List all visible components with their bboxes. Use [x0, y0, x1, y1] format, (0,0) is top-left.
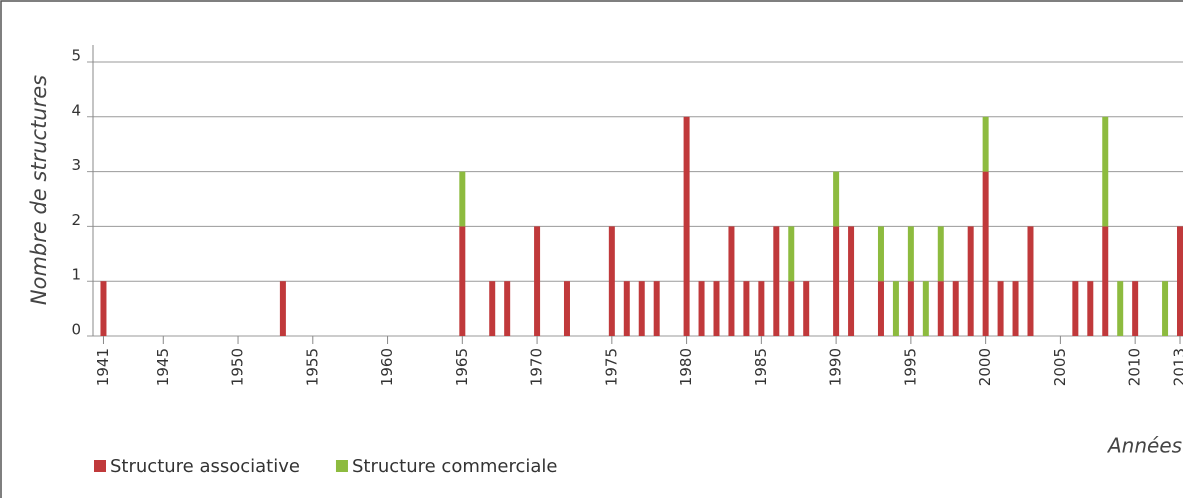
bar: [623, 281, 630, 336]
bar: [1117, 281, 1124, 336]
bar: [100, 281, 107, 336]
legend-swatch: [335, 460, 348, 472]
bar: [563, 281, 570, 336]
x-tick-label: 1960: [378, 348, 396, 386]
bar: [608, 226, 615, 336]
bar: [1012, 281, 1019, 336]
y-axis-label: Nombre de structures: [27, 75, 51, 305]
bar: [653, 281, 660, 336]
x-tick-label: 1945: [154, 348, 172, 386]
bar: [1177, 226, 1183, 336]
bar: [907, 226, 914, 282]
x-tick-label: 1990: [827, 348, 845, 386]
legend-label: Structure commerciale: [352, 456, 558, 477]
legend-swatch: [94, 460, 106, 472]
bar: [489, 281, 496, 336]
y-tick-label: 1: [71, 266, 81, 284]
bar: [1102, 116, 1109, 227]
x-tick-label: 1941: [94, 348, 112, 386]
y-tick-label: 4: [71, 101, 81, 119]
bar: [1087, 281, 1094, 336]
bar: [833, 171, 840, 227]
x-axis-label: Années: [1106, 434, 1182, 458]
x-tick-label: 1985: [752, 348, 770, 386]
bar: [877, 281, 884, 336]
y-tick-label: 3: [71, 156, 81, 174]
bar: [1102, 226, 1109, 336]
y-tick-label: 0: [71, 321, 81, 339]
bar: [952, 281, 959, 336]
bar: [459, 171, 466, 227]
bar: [758, 281, 765, 336]
x-tick-label: 1950: [229, 348, 247, 386]
bar: [504, 281, 511, 336]
bar: [803, 281, 810, 336]
x-tick-label: 1955: [303, 348, 321, 386]
bar: [1027, 226, 1034, 336]
bar: [937, 281, 944, 336]
y-tick-label: 2: [71, 211, 81, 229]
x-tick-label: 2010: [1126, 348, 1144, 386]
bar: [459, 226, 466, 336]
x-tick-label: 1970: [528, 348, 546, 386]
bar: [534, 226, 541, 336]
bar: [773, 226, 780, 336]
bar: [788, 281, 795, 336]
bar: [877, 226, 884, 282]
bar: [997, 281, 1004, 336]
bar: [713, 281, 720, 336]
y-tick-label: 5: [71, 47, 81, 65]
bar: [892, 281, 899, 336]
bar: [1072, 281, 1079, 336]
bar: [279, 281, 286, 336]
bar: [833, 226, 840, 336]
bar: [743, 281, 750, 336]
bar: [638, 281, 645, 336]
bar: [922, 281, 929, 336]
bar: [788, 226, 795, 282]
bar: [982, 116, 989, 172]
legend-label: Structure associative: [110, 456, 300, 477]
bar: [1132, 281, 1139, 336]
x-tick-label: 2013: [1171, 348, 1183, 386]
bar: [982, 171, 989, 336]
x-tick-label: 1975: [602, 348, 620, 386]
bar: [728, 226, 735, 336]
bar: [937, 226, 944, 282]
x-tick-label: 2000: [976, 348, 994, 386]
bar: [1162, 281, 1169, 336]
x-tick-label: 1965: [453, 348, 471, 386]
bar: [907, 281, 914, 336]
bar: [698, 281, 705, 336]
x-tick-label: 1980: [677, 348, 695, 386]
bar: [683, 116, 690, 336]
bar: [967, 226, 974, 336]
x-tick-label: 2005: [1051, 348, 1069, 386]
x-tick-label: 1995: [901, 348, 919, 386]
bar: [848, 226, 855, 336]
